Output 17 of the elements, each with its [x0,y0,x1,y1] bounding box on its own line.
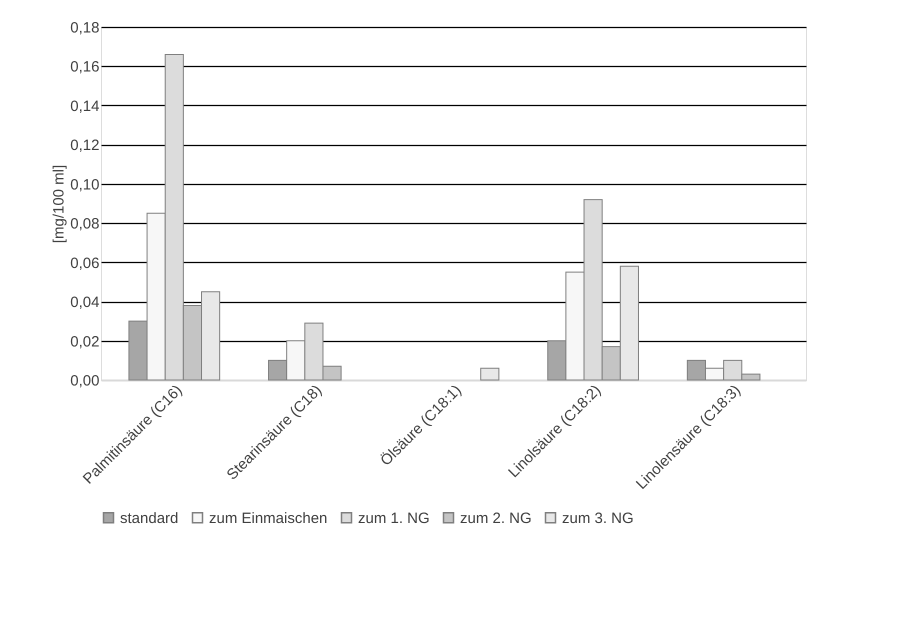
y-tick-label: 0,06 [70,254,100,272]
y-axis-title: [mg/100 ml] [50,164,68,244]
y-tick-label: 0,00 [70,372,100,390]
legend-label: zum 1. NG [358,510,430,527]
y-tick-label: 0,14 [70,98,100,115]
legend-label: zum 3. NG [562,510,634,527]
y-tick-label: 0,18 [70,20,100,36]
legend-label: standard [120,510,178,527]
y-tick-label: 0,04 [70,294,100,312]
y-tick-label: 0,08 [70,216,100,233]
y-tick-label: 0,02 [70,333,100,350]
y-tick-label: 0,16 [70,58,100,76]
y-tick-label: 0,12 [70,137,100,154]
legend-label: zum 2. NG [460,510,532,527]
bar [480,368,500,380]
legend-label: zum Einmaischen [209,510,328,527]
y-tick-label: 0,10 [70,176,100,194]
